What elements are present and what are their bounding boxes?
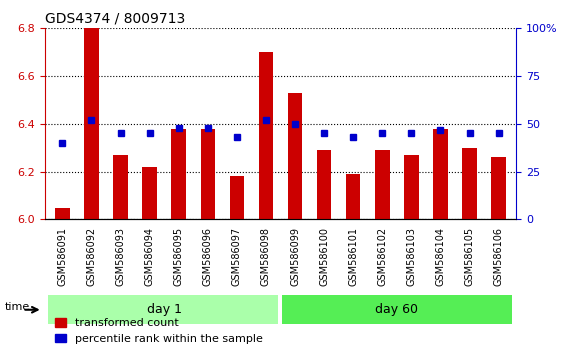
FancyBboxPatch shape: [48, 295, 278, 324]
Text: time: time: [4, 302, 30, 312]
FancyBboxPatch shape: [282, 295, 512, 324]
Text: day 1: day 1: [146, 303, 182, 316]
Bar: [84, 28, 99, 219]
Bar: [142, 167, 157, 219]
Bar: [288, 93, 302, 219]
Bar: [55, 207, 70, 219]
Bar: [433, 129, 448, 219]
Text: day 60: day 60: [375, 303, 419, 316]
Bar: [172, 129, 186, 219]
Legend: transformed count, percentile rank within the sample: transformed count, percentile rank withi…: [50, 314, 267, 348]
Bar: [259, 52, 273, 219]
Bar: [113, 155, 128, 219]
Bar: [491, 158, 506, 219]
Bar: [229, 177, 244, 219]
Bar: [317, 150, 332, 219]
Bar: [346, 174, 361, 219]
Text: GDS4374 / 8009713: GDS4374 / 8009713: [45, 12, 185, 26]
Bar: [404, 155, 419, 219]
Bar: [375, 150, 389, 219]
Bar: [200, 129, 215, 219]
Bar: [462, 148, 477, 219]
